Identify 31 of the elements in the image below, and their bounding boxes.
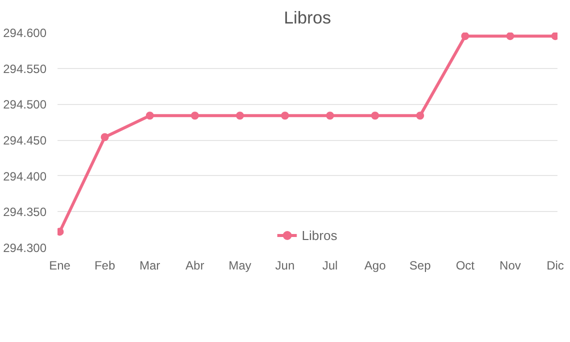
- point: [236, 112, 244, 120]
- x-tick-label: Jul: [322, 258, 338, 272]
- x-tick-label: Mar: [140, 258, 160, 272]
- chart-title: Libros: [284, 8, 332, 28]
- point: [371, 112, 380, 120]
- point: [326, 112, 334, 120]
- point: [416, 112, 424, 120]
- legend-label: Libros: [302, 228, 338, 242]
- point: [461, 32, 470, 40]
- y-tick-label: 294.500: [3, 98, 47, 112]
- y-tick-label: 294.300: [3, 241, 47, 255]
- y-tick-label: 294.600: [3, 26, 47, 40]
- y-tick-label: 294.550: [3, 62, 47, 76]
- x-tick-label: Ene: [49, 258, 71, 272]
- point: [146, 112, 154, 120]
- point: [190, 112, 199, 120]
- y-tick-label: 294.400: [3, 169, 47, 184]
- x-tick-label: Feb: [94, 258, 116, 272]
- x-tick-label: Dic: [546, 258, 564, 272]
- x-tick-label: Oct: [456, 258, 476, 272]
- x-tick-label: Abr: [186, 258, 204, 272]
- point: [100, 133, 109, 142]
- x-tick-label: Ago: [364, 258, 386, 272]
- x-tick-label: May: [228, 258, 252, 272]
- point: [280, 112, 289, 120]
- y-tick-label: 294.350: [3, 205, 47, 220]
- x-tick-label: Jun: [275, 258, 295, 272]
- y-tick-label: 294.450: [3, 134, 47, 148]
- x-tick-label: Sep: [409, 258, 432, 272]
- x-tick-label: Nov: [500, 258, 521, 272]
- point: [506, 32, 514, 40]
